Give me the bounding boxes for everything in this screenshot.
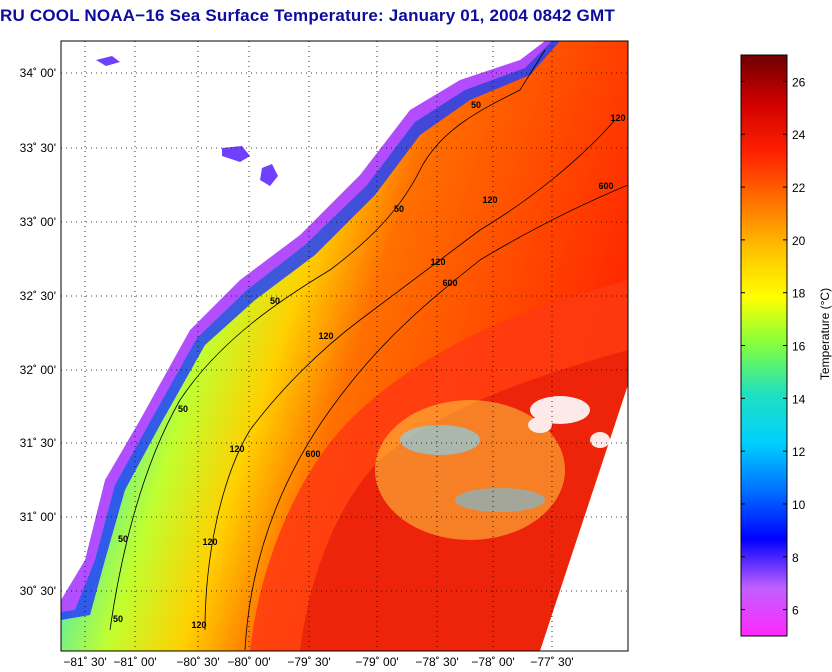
map-title: RU COOL NOAA−16 Sea Surface Temperature:… (0, 6, 615, 25)
isobath-label: 50 (394, 204, 404, 214)
land-area (61, 41, 545, 600)
sst-map: 50 50 50 50 50 50 120 120 120 120 120 120 120 600 600 6… (20, 40, 629, 669)
lon-tick-label: −80˚ 00' (227, 655, 270, 669)
colorbar-tick-label: 20 (792, 234, 806, 248)
colorbar-label: Temperature (°C) (818, 288, 832, 380)
colorbar-tick-label: 12 (792, 445, 806, 459)
lat-tick-label: 33˚ 30' (20, 141, 56, 155)
lon-tick-label: −81˚ 30' (63, 655, 106, 669)
isobath-label: 600 (305, 449, 320, 459)
lon-tick-label: −78˚ 30' (415, 655, 458, 669)
isobath-label: 120 (610, 113, 625, 123)
isobath-50 (109, 49, 546, 631)
colorbar-tick-label: 22 (792, 181, 806, 195)
isobath-label: 50 (471, 100, 481, 110)
isobath-label: 600 (442, 278, 457, 288)
colorbar-tick-label: 18 (792, 287, 806, 301)
lon-tick-label: −79˚ 00' (355, 655, 398, 669)
isobath-label: 120 (482, 195, 497, 205)
lat-tick-label: 30˚ 30' (20, 584, 56, 598)
isobath-label: 120 (191, 620, 206, 630)
colorbar-tick-label: 26 (792, 75, 806, 89)
lon-tick-label: −78˚ 00' (471, 655, 514, 669)
graticule (61, 41, 628, 651)
colorbar-tick-label: 24 (792, 128, 806, 142)
isobath-label: 50 (270, 296, 280, 306)
lake-patch (96, 56, 278, 186)
isobath-label: 120 (229, 444, 244, 454)
colorbar-tick-label: 10 (792, 498, 806, 512)
colorbar-tick-label: 6 (792, 604, 799, 618)
isobath-label: 120 (430, 257, 445, 267)
isobath-label: 120 (202, 537, 217, 547)
lat-tick-label: 34˚ 00' (20, 66, 56, 80)
lon-tick-label: −80˚ 30' (176, 655, 219, 669)
map-frame (60, 40, 629, 652)
lat-tick-label: 32˚ 00' (20, 363, 56, 377)
isobath-label: 50 (118, 534, 128, 544)
lon-tick-label: −79˚ 30' (287, 655, 330, 669)
lon-tick-label: −81˚ 00' (113, 655, 156, 669)
isobath-label: 600 (598, 181, 613, 191)
no-data-region (540, 385, 628, 651)
cloud-patch (375, 396, 610, 540)
colorbar-tick-label: 8 (792, 551, 799, 565)
isobath-label: 50 (113, 614, 123, 624)
lat-tick-label: 31˚ 30' (20, 436, 56, 450)
lat-tick-label: 33˚ 00' (20, 215, 56, 229)
lon-tick-label: −77˚ 30' (530, 655, 573, 669)
lat-tick-label: 31˚ 00' (20, 510, 56, 524)
colorbar-tick-label: 16 (792, 340, 806, 354)
isobath-label: 120 (318, 331, 333, 341)
colorbar-scale (740, 54, 788, 637)
colorbar-tick-label: 14 (792, 392, 806, 406)
lat-tick-label: 32˚ 30' (20, 289, 56, 303)
isobath-120 (204, 119, 616, 631)
isobath-600 (244, 184, 628, 651)
isobath-label: 50 (178, 404, 188, 414)
